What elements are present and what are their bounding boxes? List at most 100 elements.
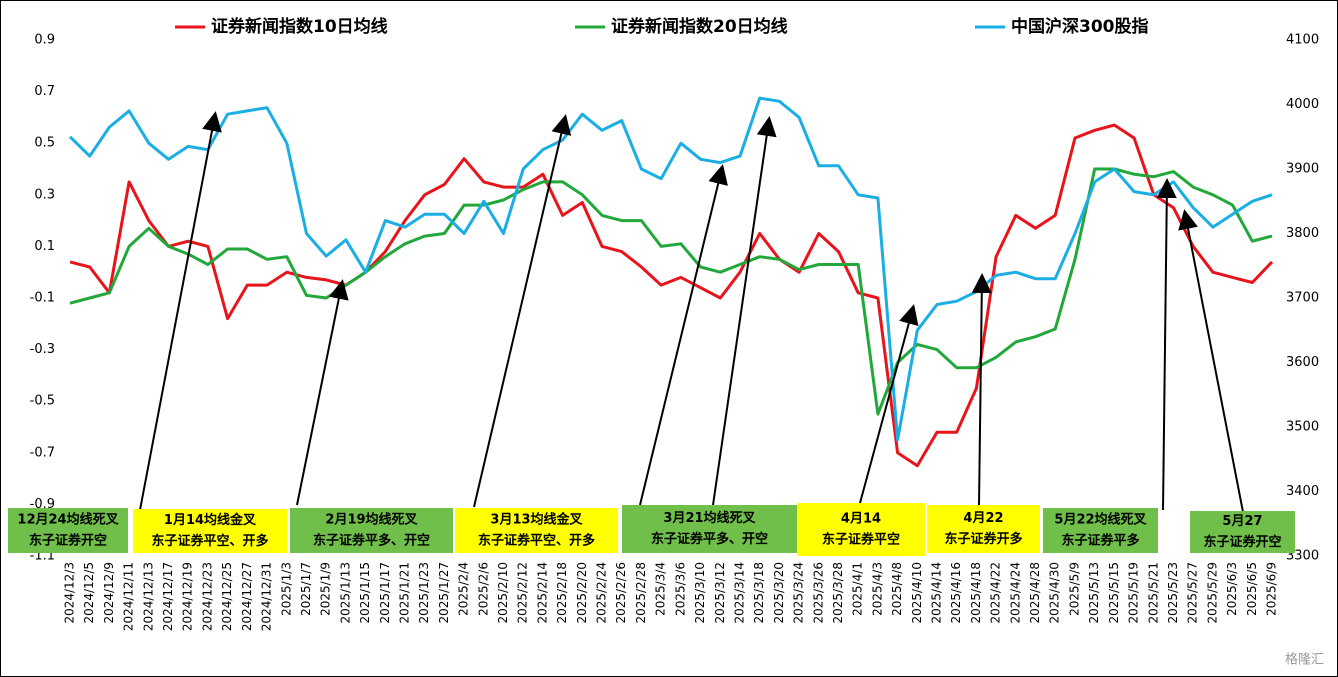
y-tick-label: 0.1 bbox=[34, 239, 55, 254]
x-tick-label: 2025/4/16 bbox=[949, 562, 963, 624]
x-tick-label: 2025/2/28 bbox=[634, 562, 648, 624]
x-tick-label: 2025/5/29 bbox=[1205, 562, 1219, 624]
annotation-arrow bbox=[296, 279, 349, 506]
x-tick-label: 2025/2/14 bbox=[535, 562, 549, 624]
x-tick-label: 2024/12/27 bbox=[240, 562, 254, 631]
y-tick-label: 0.3 bbox=[34, 187, 55, 202]
x-tick-label: 2024/12/13 bbox=[141, 562, 155, 631]
y-tick-label: 0.5 bbox=[34, 136, 55, 151]
x-tick-label: 2025/5/21 bbox=[1146, 562, 1160, 624]
x-tick-label: 2025/4/1 bbox=[851, 562, 865, 616]
x-tick-label: 2024/12/11 bbox=[122, 562, 136, 631]
x-tick-label: 2025/4/22 bbox=[989, 562, 1003, 624]
y-tick-label: 0.7 bbox=[34, 84, 55, 99]
annotation-box bbox=[927, 505, 1040, 553]
annotation-arrow bbox=[639, 164, 728, 506]
annotation-text: 2月19均线死叉 bbox=[325, 512, 418, 528]
x-tick-label: 2025/4/14 bbox=[930, 562, 944, 624]
y-tick-label: -0.1 bbox=[30, 291, 55, 306]
x-tick-label: 2025/3/20 bbox=[772, 562, 786, 624]
x-tick-label: 2025/3/4 bbox=[654, 562, 668, 616]
x-tick-label: 2025/2/4 bbox=[457, 562, 471, 616]
x-tick-label: 2025/3/26 bbox=[811, 562, 825, 624]
annotation-box bbox=[622, 505, 797, 553]
x-tick-label: 2025/4/10 bbox=[910, 562, 924, 624]
annotation-box bbox=[1190, 511, 1295, 553]
x-tick-label: 2025/4/3 bbox=[870, 562, 884, 616]
x-tick-label: 2025/5/15 bbox=[1107, 562, 1121, 624]
y2-tick-label: 4100 bbox=[1286, 33, 1319, 48]
annotation-text: 东子证券开多 bbox=[944, 531, 1022, 547]
annotation-box bbox=[797, 503, 925, 556]
x-tick-label: 2024/12/17 bbox=[161, 562, 175, 631]
x-tick-label: 2025/1/23 bbox=[417, 562, 431, 624]
legend-label: 中国沪深300股指 bbox=[1011, 16, 1149, 37]
watermark: 格隆汇 bbox=[1285, 652, 1324, 668]
annotation-text: 东子证券平多 bbox=[1061, 533, 1139, 549]
x-tick-label: 2025/2/10 bbox=[496, 562, 510, 624]
x-tick-label: 2025/2/26 bbox=[614, 562, 628, 624]
annotation-arrow bbox=[139, 111, 222, 511]
annotation-text: 东子证券平空、开多 bbox=[478, 533, 595, 549]
x-tick-label: 2025/1/27 bbox=[437, 562, 451, 624]
x-tick-label: 2025/1/7 bbox=[299, 562, 313, 616]
x-tick-label: 2024/12/25 bbox=[220, 562, 234, 631]
x-tick-label: 2025/5/9 bbox=[1067, 562, 1081, 616]
y-tick-label: -0.3 bbox=[30, 342, 55, 357]
legend-label: 证券新闻指数20日均线 bbox=[611, 16, 788, 37]
x-tick-label: 2025/3/10 bbox=[693, 562, 707, 624]
x-tick-label: 2025/4/24 bbox=[1008, 562, 1022, 624]
annotation-box bbox=[1043, 508, 1158, 553]
annotation-text: 4月14 bbox=[841, 512, 881, 527]
x-tick-label: 2025/1/17 bbox=[378, 562, 392, 624]
annotation-text: 3月21均线死叉 bbox=[663, 510, 756, 526]
series-line bbox=[69, 123, 1274, 468]
x-tick-label: 2024/12/3 bbox=[63, 562, 77, 624]
x-tick-label: 2025/4/30 bbox=[1048, 562, 1062, 624]
y2-tick-label: 3500 bbox=[1286, 420, 1319, 435]
x-tick-label: 2025/1/9 bbox=[319, 562, 333, 616]
annotation-text: 3月13均线金叉 bbox=[490, 512, 583, 528]
x-tick-label: 2025/2/6 bbox=[476, 562, 490, 616]
annotation-text: 东子证券平多、开空 bbox=[651, 531, 768, 547]
series-line bbox=[69, 167, 1273, 416]
annotation-arrow bbox=[971, 273, 992, 506]
x-tick-label: 2025/1/13 bbox=[338, 562, 352, 624]
annotation-arrow bbox=[473, 114, 572, 508]
x-tick-label: 2024/12/19 bbox=[181, 562, 195, 631]
x-tick-label: 2025/3/28 bbox=[831, 562, 845, 624]
y2-tick-label: 3400 bbox=[1286, 484, 1319, 499]
annotation-text: 东子证券开空 bbox=[1203, 534, 1281, 550]
y2-tick-label: 3600 bbox=[1286, 355, 1319, 370]
annotation-text: 东子证券开空 bbox=[29, 533, 107, 549]
y-tick-label: -0.5 bbox=[30, 394, 55, 409]
x-tick-label: 2025/6/3 bbox=[1225, 562, 1239, 616]
x-tick-label: 2025/3/14 bbox=[732, 562, 746, 624]
series-line bbox=[68, 96, 1273, 442]
annotation-box bbox=[455, 508, 618, 553]
x-tick-label: 2025/5/13 bbox=[1087, 562, 1101, 624]
annotation-text: 12月24均线死叉 bbox=[17, 512, 119, 528]
annotation-arrow bbox=[1156, 178, 1177, 511]
x-tick-label: 2024/12/5 bbox=[82, 562, 96, 624]
x-tick-label: 2025/2/20 bbox=[575, 562, 589, 624]
annotation-arrow bbox=[712, 116, 777, 506]
x-tick-label: 2025/6/5 bbox=[1245, 562, 1259, 616]
x-tick-label: 2025/2/12 bbox=[516, 562, 530, 624]
x-tick-label: 2025/4/8 bbox=[890, 562, 904, 616]
x-tick-label: 2025/3/24 bbox=[792, 562, 806, 624]
annotation-text: 5月27 bbox=[1222, 514, 1262, 529]
x-tick-label: 2025/1/21 bbox=[397, 562, 411, 624]
x-tick-label: 2024/12/23 bbox=[200, 562, 214, 631]
x-tick-label: 2025/4/28 bbox=[1028, 562, 1042, 624]
x-tick-label: 2024/12/31 bbox=[260, 562, 274, 631]
x-tick-label: 2025/6/9 bbox=[1265, 562, 1279, 616]
x-tick-label: 2025/5/23 bbox=[1166, 562, 1180, 624]
y2-tick-label: 3700 bbox=[1286, 291, 1319, 306]
x-tick-label: 2025/5/27 bbox=[1186, 562, 1200, 624]
annotation-text: 1月14均线金叉 bbox=[164, 512, 257, 528]
x-tick-label: 2025/2/18 bbox=[555, 562, 569, 624]
annotation-arrow bbox=[1178, 209, 1244, 513]
